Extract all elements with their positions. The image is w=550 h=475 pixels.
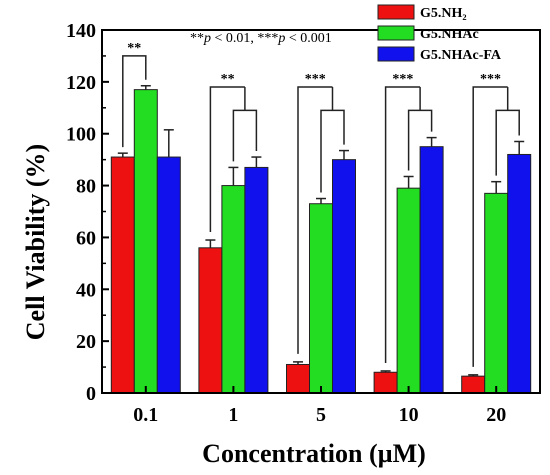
bar bbox=[309, 203, 333, 394]
bar bbox=[198, 247, 223, 394]
bar bbox=[133, 89, 158, 394]
significance-bracket bbox=[472, 86, 508, 367]
x-axis-title: Concentration (µM) bbox=[202, 439, 426, 468]
significance-inner-bracket bbox=[232, 109, 258, 162]
legend-swatch bbox=[377, 46, 415, 62]
bar bbox=[396, 187, 421, 394]
significance-mark: *** bbox=[392, 72, 413, 87]
legend-label: G5.NHAc-FA bbox=[420, 48, 502, 63]
bar bbox=[110, 156, 135, 394]
x-tick-label: 10 bbox=[399, 404, 419, 426]
bar bbox=[156, 156, 181, 394]
bar bbox=[221, 185, 246, 394]
legend-label: G5.NH₂ bbox=[420, 6, 467, 21]
p-value-annotation: **p < 0.01, ***p < 0.001 bbox=[190, 31, 332, 46]
annotation-part: p bbox=[277, 31, 285, 46]
legend: G5.NH₂ G5.NHAc G5.NHAc-FA bbox=[377, 4, 502, 63]
y-tick-label: 80 bbox=[76, 176, 96, 198]
x-tick-label: 0.1 bbox=[133, 404, 158, 426]
y-tick-label: 100 bbox=[66, 124, 96, 146]
annotation-part: p bbox=[203, 31, 211, 46]
significance-brackets-layer: **** *** *** *** bbox=[122, 41, 520, 367]
significance-bracket bbox=[384, 86, 421, 363]
bar bbox=[286, 363, 310, 394]
x-tick-label: 1 bbox=[228, 404, 238, 426]
bar bbox=[507, 153, 532, 394]
y-tick-label: 60 bbox=[76, 227, 96, 249]
significance-mark: *** bbox=[305, 72, 326, 87]
y-tick-label: 0 bbox=[86, 383, 96, 405]
axes-layer: 0 20 40 60 80 100 120 140 0.1 1 5 10 20 bbox=[66, 20, 541, 426]
error-bars-layer bbox=[117, 84, 525, 377]
y-tick-label: 140 bbox=[66, 20, 96, 42]
y-tick-label: 20 bbox=[76, 331, 96, 353]
significance-mark: *** bbox=[480, 72, 501, 87]
y-tick-label: 40 bbox=[76, 279, 96, 301]
significance-bracket bbox=[122, 55, 147, 148]
legend-swatch bbox=[377, 25, 415, 41]
y-axis-title: Cell Viability (%) bbox=[21, 144, 50, 340]
legend-label: G5.NHAc bbox=[420, 27, 479, 42]
y-tick-label: 120 bbox=[66, 72, 96, 94]
x-tick-label: 20 bbox=[486, 404, 506, 426]
significance-bracket bbox=[297, 86, 333, 354]
annotation-part: ** bbox=[190, 31, 204, 46]
significance-mark: ** bbox=[221, 72, 235, 87]
annotation-part: < 0.001 bbox=[285, 31, 331, 46]
bar bbox=[484, 192, 509, 394]
significance-mark: ** bbox=[127, 41, 141, 56]
legend-swatch bbox=[377, 4, 415, 20]
annotation-part: < 0.01, *** bbox=[211, 31, 278, 46]
bar bbox=[373, 371, 398, 394]
bars-layer bbox=[110, 89, 532, 394]
bar bbox=[332, 159, 356, 394]
bar bbox=[419, 146, 444, 394]
significance-bracket bbox=[209, 86, 245, 233]
bar bbox=[461, 375, 486, 394]
x-tick-label: 5 bbox=[316, 404, 326, 426]
bar bbox=[244, 166, 269, 394]
